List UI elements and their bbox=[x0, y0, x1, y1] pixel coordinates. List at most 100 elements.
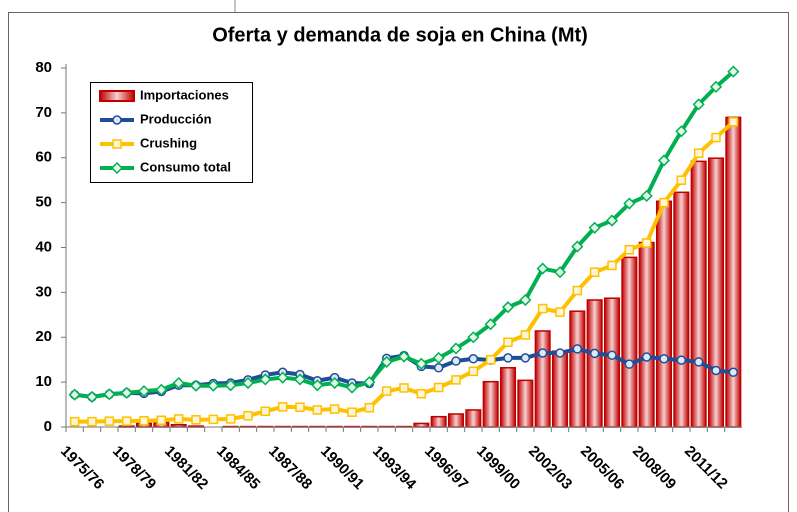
point-marker bbox=[657, 154, 671, 167]
point-marker bbox=[451, 356, 461, 366]
y-tick-label: 80 bbox=[35, 59, 52, 76]
legend-marker bbox=[112, 139, 122, 149]
point-marker bbox=[451, 375, 461, 385]
bar bbox=[447, 413, 465, 428]
point-marker bbox=[433, 382, 444, 393]
point-marker bbox=[536, 262, 549, 275]
legend-swatch bbox=[99, 90, 135, 102]
point-marker bbox=[607, 260, 617, 271]
point-marker bbox=[259, 373, 272, 386]
point-marker bbox=[155, 383, 168, 396]
point-marker bbox=[433, 363, 444, 373]
point-marker bbox=[641, 238, 652, 248]
point-marker bbox=[605, 214, 619, 227]
point-marker bbox=[347, 407, 357, 417]
point-marker bbox=[363, 376, 376, 389]
point-marker bbox=[537, 348, 548, 358]
point-marker bbox=[624, 244, 635, 255]
point-marker bbox=[415, 357, 428, 370]
point-marker bbox=[225, 414, 236, 424]
point-marker bbox=[468, 354, 479, 364]
bar bbox=[655, 200, 673, 428]
y-tick-label: 20 bbox=[35, 328, 52, 345]
point-marker bbox=[243, 411, 253, 421]
point-marker bbox=[537, 303, 548, 314]
bar bbox=[638, 241, 655, 428]
point-marker bbox=[607, 350, 617, 360]
point-marker bbox=[173, 414, 184, 424]
point-marker bbox=[640, 189, 653, 202]
point-marker bbox=[208, 414, 219, 425]
bar bbox=[725, 116, 742, 428]
y-tick-label: 40 bbox=[35, 238, 52, 255]
point-marker bbox=[277, 402, 288, 412]
point-marker bbox=[104, 416, 115, 426]
point-marker bbox=[345, 381, 359, 394]
point-marker bbox=[87, 416, 97, 427]
point-marker bbox=[224, 379, 237, 392]
point-marker bbox=[156, 415, 167, 426]
legend-label: Importaciones bbox=[140, 87, 229, 102]
point-marker bbox=[207, 379, 220, 392]
point-marker bbox=[121, 416, 132, 426]
point-marker bbox=[120, 386, 133, 399]
point-marker bbox=[364, 402, 375, 413]
y-tick-label: 0 bbox=[44, 418, 52, 435]
point-marker bbox=[641, 352, 652, 362]
point-marker bbox=[589, 267, 600, 277]
point-marker bbox=[85, 390, 99, 403]
bar bbox=[482, 380, 499, 428]
point-marker bbox=[659, 354, 669, 364]
point-marker bbox=[520, 330, 531, 340]
point-marker bbox=[328, 376, 341, 390]
point-marker bbox=[432, 351, 445, 364]
bar bbox=[517, 379, 534, 428]
point-marker bbox=[728, 117, 739, 127]
point-marker bbox=[675, 125, 688, 138]
point-marker bbox=[191, 415, 201, 425]
y-tick-label: 30 bbox=[35, 283, 52, 300]
point-marker bbox=[555, 348, 565, 358]
point-marker bbox=[571, 240, 584, 253]
point-marker bbox=[503, 337, 513, 347]
point-marker bbox=[572, 344, 583, 354]
point-marker bbox=[693, 357, 704, 367]
point-marker bbox=[572, 285, 583, 296]
point-marker bbox=[380, 355, 393, 368]
point-marker bbox=[589, 348, 600, 359]
point-marker bbox=[553, 266, 567, 279]
point-marker bbox=[728, 367, 739, 378]
bar bbox=[534, 330, 551, 428]
bar bbox=[673, 191, 690, 428]
point-marker bbox=[468, 366, 479, 377]
y-tick-label: 70 bbox=[35, 104, 52, 121]
point-marker bbox=[416, 389, 427, 399]
bar bbox=[690, 160, 707, 428]
point-marker bbox=[624, 359, 635, 369]
point-marker bbox=[312, 405, 323, 415]
legend-label: Producción bbox=[140, 111, 212, 126]
point-marker bbox=[137, 385, 151, 398]
bar bbox=[551, 350, 569, 428]
bar bbox=[603, 297, 621, 428]
bar bbox=[621, 256, 638, 428]
y-tick-label: 10 bbox=[35, 373, 52, 390]
point-marker bbox=[623, 197, 636, 210]
point-marker bbox=[519, 293, 532, 307]
point-marker bbox=[329, 404, 340, 414]
bar bbox=[413, 422, 430, 428]
point-marker bbox=[276, 371, 289, 384]
point-marker bbox=[709, 80, 723, 93]
bar bbox=[586, 299, 603, 428]
legend-label: Consumo total bbox=[140, 159, 231, 174]
point-marker bbox=[139, 415, 149, 426]
point-marker bbox=[172, 376, 185, 390]
point-marker bbox=[676, 355, 687, 365]
point-marker bbox=[295, 402, 305, 413]
point-marker bbox=[449, 342, 463, 355]
y-tick-label: 50 bbox=[35, 194, 52, 211]
point-marker bbox=[659, 197, 669, 208]
point-marker bbox=[399, 383, 409, 393]
